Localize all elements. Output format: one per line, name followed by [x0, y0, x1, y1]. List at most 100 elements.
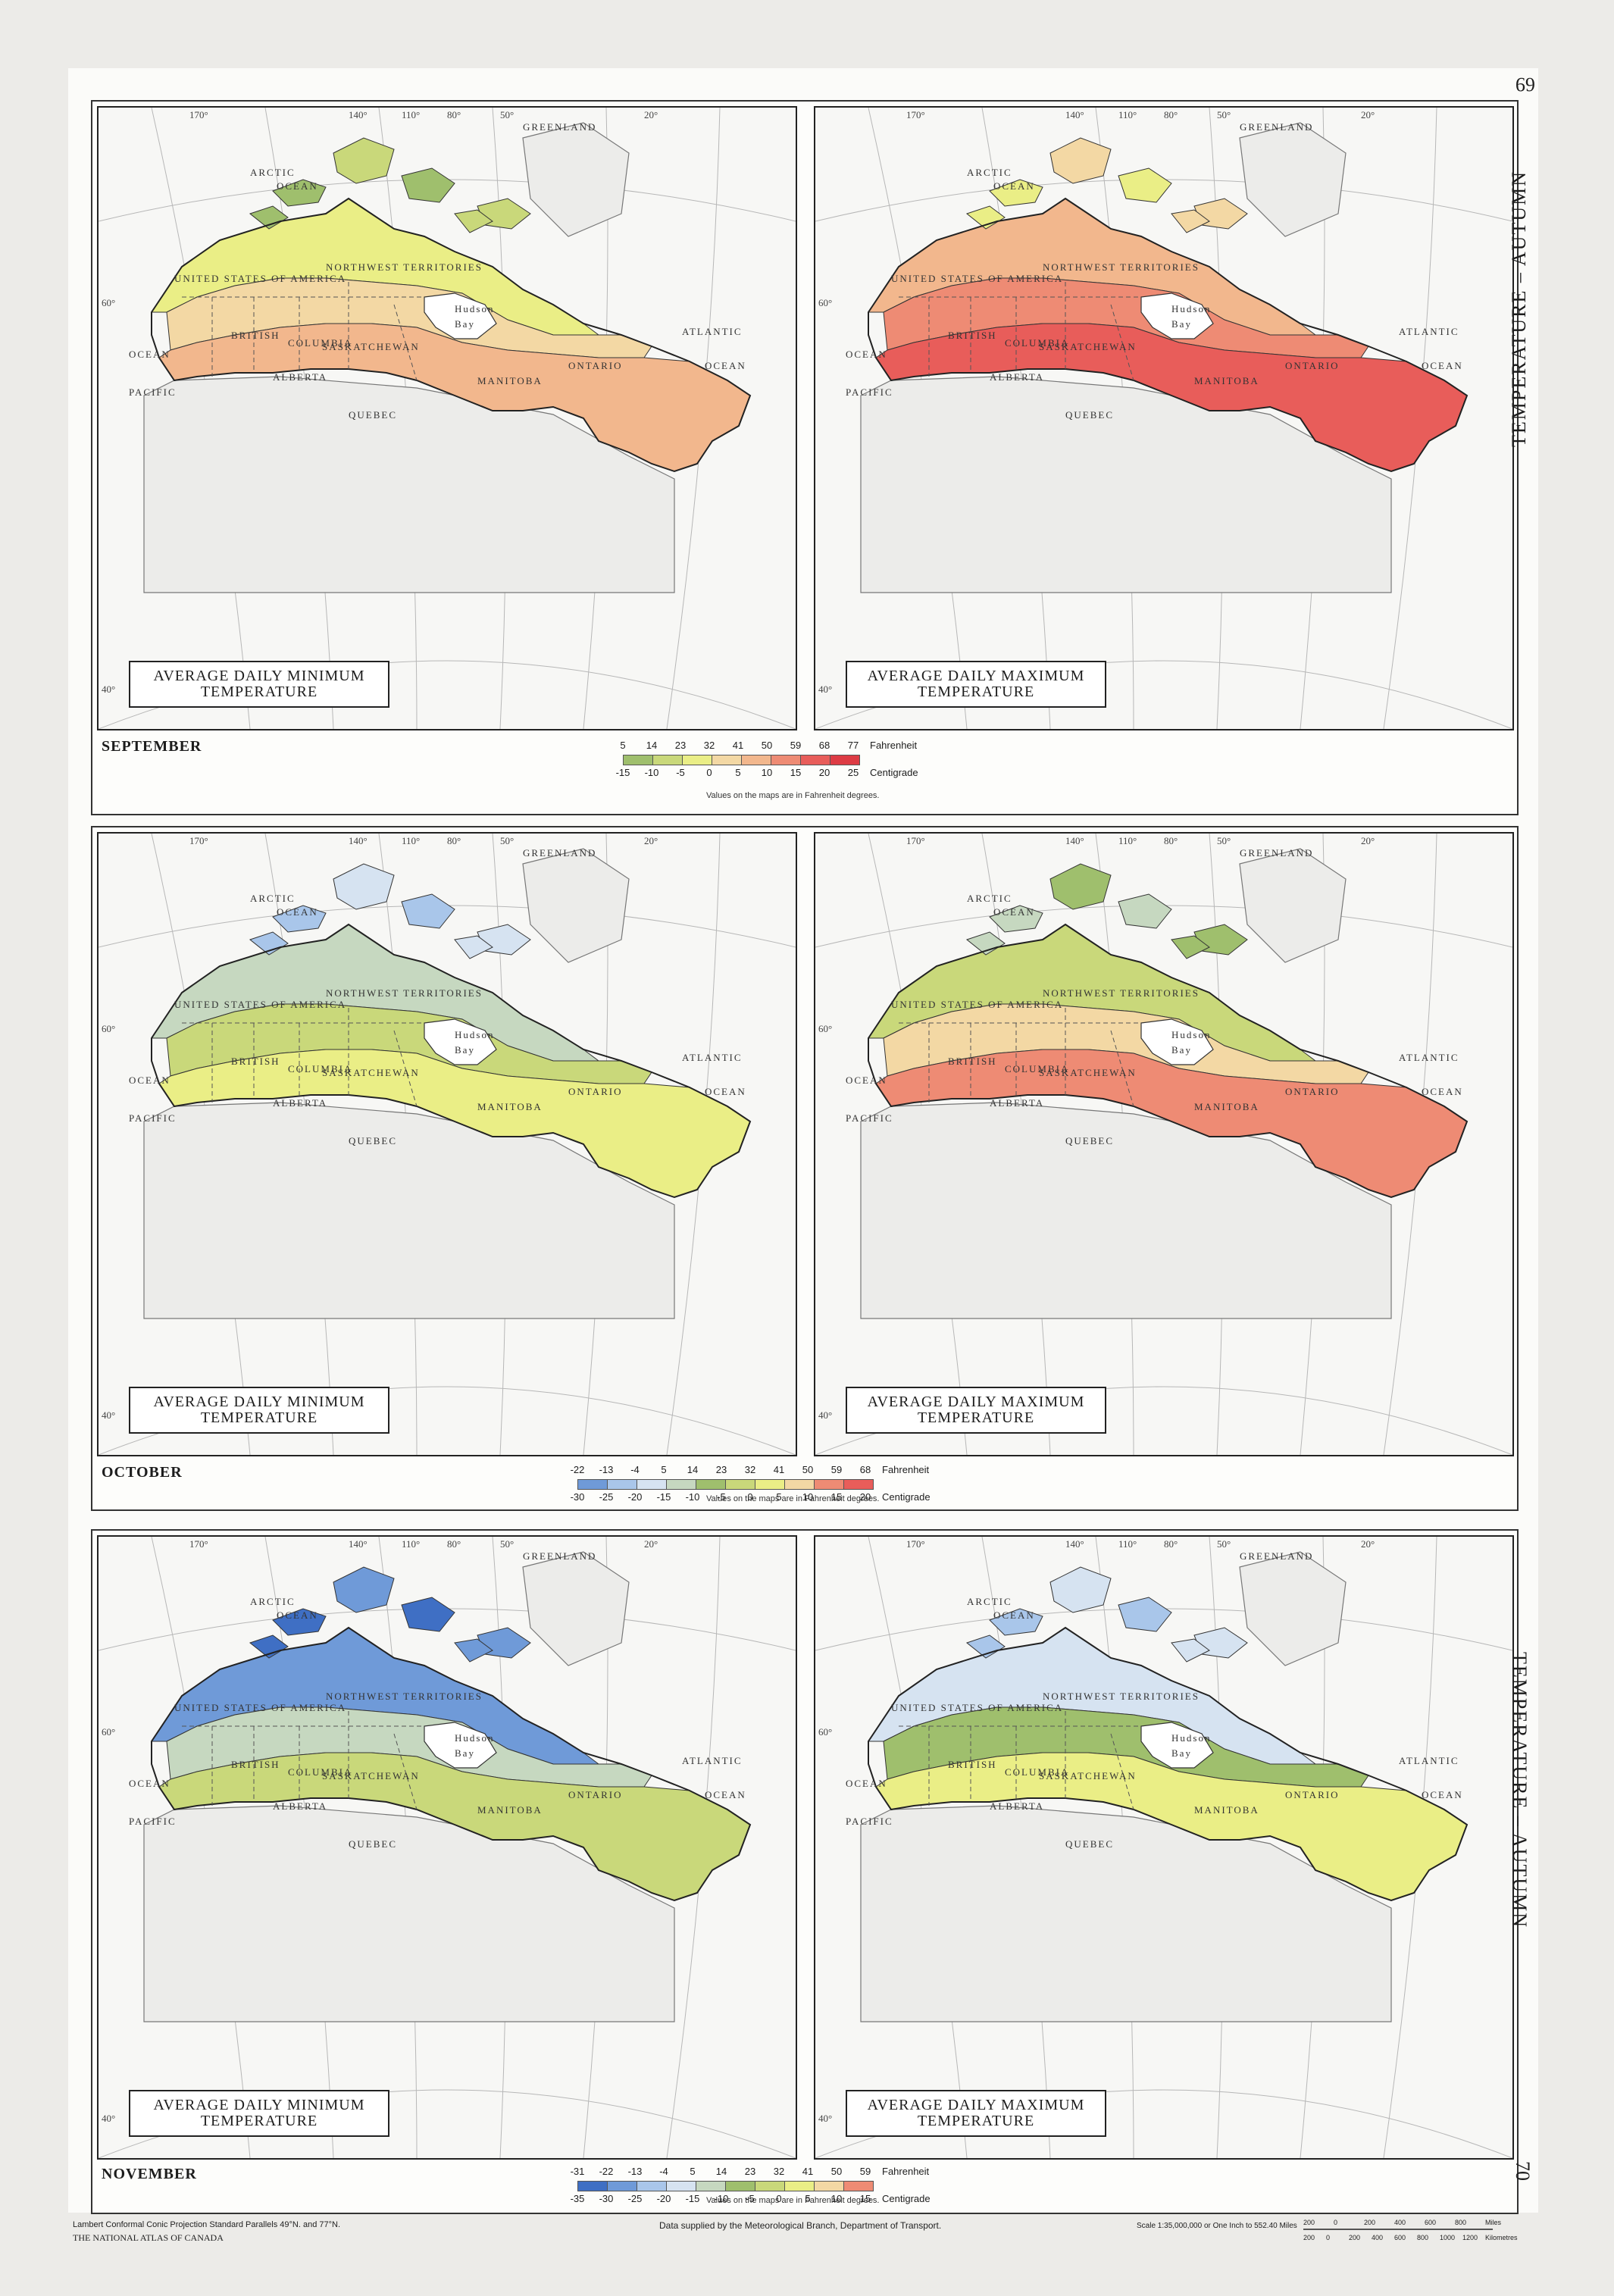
place-label: GREENLAND	[523, 1550, 596, 1562]
scale-mile-label: 200	[1303, 2219, 1315, 2226]
place-label: Hudson	[455, 1732, 494, 1744]
arctic-island	[1171, 1638, 1210, 1663]
longitude-label: 110°	[1118, 1538, 1137, 1550]
legend-fahrenheit-tick: 5	[620, 740, 626, 751]
place-label: OCEAN	[846, 1778, 887, 1789]
latitude-label-40: 40°	[102, 1409, 116, 1421]
legend-fahrenheit-tick: -4	[659, 2166, 668, 2177]
legend-fahrenheit-tick: 41	[802, 2166, 814, 2177]
legend-swatch	[755, 2182, 785, 2191]
scale-km-label: 400	[1372, 2234, 1383, 2241]
place-label: COLUMBIA	[1005, 1766, 1069, 1778]
legend-swatch	[830, 755, 859, 765]
place-label: ALBERTA	[990, 371, 1044, 383]
legend-fahrenheit-tick: 50	[830, 2166, 843, 2177]
greenland-shape	[1239, 1551, 1347, 1666]
longitude-label: 80°	[1164, 1538, 1178, 1550]
arctic-island	[333, 1566, 395, 1613]
canada-outline	[151, 1626, 752, 1902]
place-label: Hudson	[1171, 1029, 1211, 1040]
scale-svg: 200 0 200 400 600 800 Miles 200 0 200 400 600 800 100…	[1303, 2219, 1518, 2241]
latitude-label-60: 60°	[818, 1023, 833, 1034]
place-label: UNITED STATES OF AMERICA	[174, 1702, 346, 1713]
legend-fahrenheit-tick: 77	[847, 740, 859, 751]
greenland-shape	[1239, 848, 1347, 963]
place-label: ARCTIC	[967, 1596, 1012, 1607]
legend-fahrenheit-tick: 14	[687, 1464, 699, 1475]
place-label: MANITOBA	[477, 375, 543, 386]
place-label: NORTHWEST TERRITORIES	[326, 987, 483, 999]
longitude-label: 170°	[189, 109, 208, 120]
map-title-line: TEMPERATURE	[200, 2113, 318, 2129]
arctic-island	[1049, 1566, 1112, 1613]
place-label: ARCTIC	[967, 167, 1012, 178]
month-label-september: SEPTEMBER	[102, 738, 202, 755]
legend-centigrade-tick: 0	[706, 767, 712, 778]
legend-centigrade-tick: 10	[830, 2193, 843, 2204]
legend-centigrade-tick: 0	[776, 2193, 782, 2204]
legend-fahrenheit-tick: 14	[715, 2166, 727, 2177]
canada-outline	[868, 923, 1469, 1199]
legend-centigrade-tick: 5	[805, 2193, 811, 2204]
legend-unit-fahrenheit: Fahrenheit	[882, 2166, 930, 2177]
longitude-label: 80°	[1164, 109, 1178, 120]
province-boundary	[393, 304, 418, 381]
place-label: UNITED STATES OF AMERICA	[891, 273, 1063, 284]
legend-centigrade-tick: 5	[735, 767, 741, 778]
place-label: QUEBEC	[1065, 409, 1114, 421]
map-title-minimum: AVERAGE DAILY MINIMUM TEMPERATURE	[129, 2090, 389, 2137]
legend-fahrenheit-tick: 5	[690, 2166, 696, 2177]
legend-color-bar	[623, 755, 860, 765]
legend-swatch	[667, 2182, 696, 2191]
hudson-bay	[1140, 1018, 1214, 1065]
usa-shape	[143, 376, 675, 593]
legend-fahrenheit-tick: 23	[674, 740, 687, 751]
legend-fahrenheit-tick: 23	[744, 2166, 756, 2177]
arctic-island	[454, 935, 493, 959]
canada-outline	[868, 197, 1469, 473]
scale-bar: Scale 1:35,000,000 or One Inch to 552.40…	[1137, 2217, 1531, 2248]
place-label: MANITOBA	[1194, 1101, 1259, 1112]
province-boundary	[1110, 304, 1134, 381]
longitude-label: 140°	[1065, 835, 1084, 846]
legend-centigrade-tick: 15	[859, 2193, 871, 2204]
legend-october: -22 -13 -4 5 14 23 32 41 50 59 68 -30 -25 -20 -15 -10 -5…	[562, 1462, 1108, 1508]
hudson-bay	[1140, 292, 1214, 339]
legend-centigrade-tick: -15	[615, 767, 630, 778]
place-label: BRITISH	[231, 1056, 280, 1067]
legend-fahrenheit-tick: 59	[859, 2166, 871, 2177]
arctic-island	[272, 1608, 327, 1636]
place-label: QUEBEC	[1065, 1135, 1114, 1146]
place-label: ARCTIC	[250, 167, 296, 178]
legend-centigrade-tick: 0	[747, 1491, 753, 1503]
arctic-island	[1118, 167, 1172, 203]
legend-centigrade-tick: -10	[644, 767, 659, 778]
longitude-label: 140°	[1065, 1538, 1084, 1550]
legend-unit-fahrenheit: Fahrenheit	[882, 1464, 930, 1475]
legend-swatch	[755, 1480, 785, 1489]
data-credit: Data supplied by the Meteorological Bran…	[659, 2220, 942, 2231]
legend-swatch	[785, 1480, 815, 1489]
province-boundary	[393, 1030, 418, 1107]
place-label: Bay	[455, 1747, 475, 1759]
place-label: COLUMBIA	[1005, 337, 1069, 349]
greenland-shape	[522, 122, 630, 237]
month-label-november: NOVEMBER	[102, 2166, 197, 2182]
projection-note: Lambert Conformal Conic Projection Stand…	[73, 2220, 341, 2229]
longitude-label: 170°	[906, 109, 925, 120]
legend-swatch	[712, 755, 742, 765]
map-panel-september-max: ARCTIC OCEAN GREENLAND NORTHWEST TERRITORIE…	[814, 106, 1514, 730]
legend-fahrenheit-tick: 59	[830, 1464, 843, 1475]
longitude-label: 140°	[349, 835, 368, 846]
place-label: UNITED STATES OF AMERICA	[891, 999, 1063, 1010]
map-title-line: TEMPERATURE	[200, 683, 318, 700]
scale-km-label: Kilometres	[1485, 2234, 1518, 2241]
legend-swatch	[608, 1480, 637, 1489]
arctic-island	[965, 1634, 1006, 1659]
canada-map: ARCTIC OCEAN GREENLAND NORTHWEST TERRITORIE…	[99, 108, 796, 729]
place-label: OCEAN	[846, 1074, 887, 1086]
place-label: SASKATCHEWAN	[322, 1067, 420, 1078]
place-label: Bay	[1171, 1044, 1192, 1056]
legend-centigrade-tick: 20	[818, 767, 830, 778]
scale-mile-label: Miles	[1485, 2219, 1502, 2226]
